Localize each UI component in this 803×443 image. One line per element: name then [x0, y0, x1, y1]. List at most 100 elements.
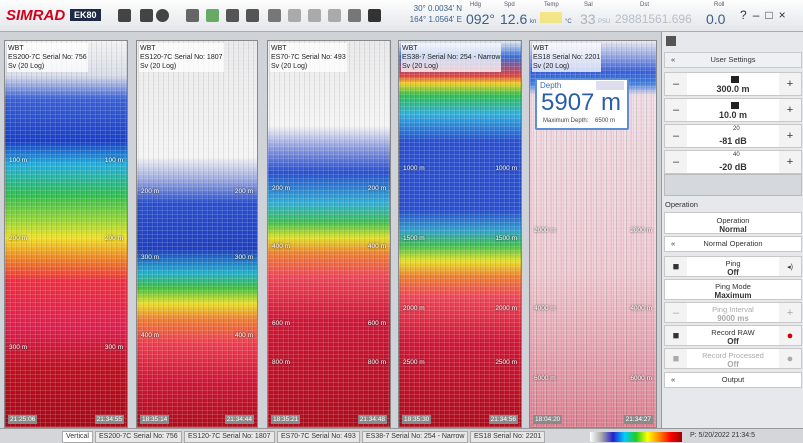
setting-row[interactable]: –+40-20 dB [664, 150, 802, 174]
window-controls: ?–□ × [740, 8, 786, 22]
icon[interactable] [156, 9, 169, 22]
minus[interactable]: – [665, 125, 687, 147]
icon[interactable] [268, 9, 281, 22]
variable: Sv (20 Log) [140, 62, 223, 71]
variable: Sv (20 Log) [533, 62, 600, 71]
tab-icons[interactable] [664, 174, 802, 196]
variable: Sv (20 Log) [271, 62, 346, 71]
plus[interactable]: + [779, 125, 801, 147]
depth-label: 2000 m [403, 305, 425, 312]
depth-label: 300 m [235, 254, 253, 261]
user-settings-header[interactable]: «User Settings [664, 52, 802, 68]
transceiver: WBT [402, 44, 500, 53]
icon[interactable] [140, 9, 153, 22]
value: Normal [665, 225, 801, 234]
product: EK80 [70, 9, 101, 21]
tab[interactable]: ES18 Serial No: 2201 [470, 431, 545, 443]
depth-label: 400 m [235, 332, 253, 339]
label: Dst [640, 2, 649, 8]
depth-label: 400 m [272, 243, 290, 250]
label: Hdg [470, 2, 481, 8]
depth-label: 300 m [9, 344, 27, 351]
icon [731, 76, 739, 83]
settings-icon[interactable] [666, 36, 676, 46]
tab[interactable]: Vertical [62, 431, 93, 443]
channel-name: ES38-7 Serial No: 254 - Narrow [402, 53, 500, 62]
channel-name: ES200-7C Serial No: 756 [8, 53, 87, 62]
transceiver: WBT [271, 44, 346, 53]
output[interactable]: «Output [664, 372, 802, 388]
depth-label: 600 m [272, 320, 290, 327]
window-control[interactable]: ? [740, 8, 747, 22]
minus[interactable]: – [665, 99, 687, 121]
minus[interactable]: – [665, 151, 687, 173]
icon[interactable] [328, 9, 341, 22]
plus[interactable]: + [779, 99, 801, 121]
setting-row[interactable]: –+20-81 dB [664, 124, 802, 148]
depth-label: 2500 m [403, 359, 425, 366]
label: Output [722, 375, 745, 384]
depth-label: 4000 m [534, 305, 556, 312]
depth-popup: Depth 5907 m Maximum Depth: 6500 m [535, 78, 629, 130]
icon[interactable] [118, 9, 131, 22]
tab[interactable]: ES70-7C Serial No: 493 [277, 431, 360, 443]
depth-label: 800 m [368, 359, 386, 366]
depth-label: 400 m [368, 243, 386, 250]
plus[interactable]: + [779, 151, 801, 173]
label: Record RAW [711, 328, 754, 337]
icon[interactable] [206, 9, 219, 22]
tab[interactable]: ES200-7C Serial No: 756 [95, 431, 182, 443]
depth-label: 800 m [272, 359, 290, 366]
label: Roll [714, 2, 724, 8]
icon[interactable] [246, 9, 259, 22]
depth-label: 2000 m [534, 227, 556, 234]
window-control[interactable]: □ [765, 8, 772, 22]
channel-name: ES18 Serial No: 2201 [533, 53, 600, 62]
depth-label: 6000 m [534, 375, 556, 382]
collapse: « [671, 237, 675, 251]
value: Maximum [665, 291, 801, 300]
end-time: 21:34:55 [95, 415, 124, 424]
icon[interactable] [348, 9, 361, 22]
tab[interactable]: ES38-7 Serial No: 254 - Narrow [362, 431, 468, 443]
setting-row[interactable]: – +10.0 m [664, 98, 802, 122]
value: -20 dB [687, 162, 779, 172]
window-control[interactable]: – [753, 8, 760, 22]
icon[interactable] [288, 9, 301, 22]
tab[interactable]: ES120-7C Serial No: 1807 [184, 431, 275, 443]
normal-operation[interactable]: «Normal Operation [664, 236, 802, 252]
longitude: 164° 1.0564' E [406, 14, 462, 25]
depth-label: 400 m [141, 332, 159, 339]
window-control[interactable]: × [779, 8, 786, 22]
latitude: 30° 0.0034' N [406, 3, 462, 14]
label: Ping [725, 259, 740, 268]
depth-label: 200 m [105, 235, 123, 242]
icon[interactable] [226, 9, 239, 22]
plus[interactable]: + [779, 73, 801, 95]
icon[interactable] [368, 9, 381, 22]
depth-label: 2500 m [495, 359, 517, 366]
icon[interactable] [186, 9, 199, 22]
label: Sal [584, 2, 593, 8]
icon[interactable] [308, 9, 321, 22]
minus[interactable]: – [665, 73, 687, 95]
depth-label: 200 m [235, 188, 253, 195]
setting-row[interactable]: –+300.0 m [664, 72, 802, 96]
value: 10.0 m [687, 110, 779, 120]
depth-value: 5907 m [541, 89, 621, 117]
depth-label: 300 m [105, 344, 123, 351]
